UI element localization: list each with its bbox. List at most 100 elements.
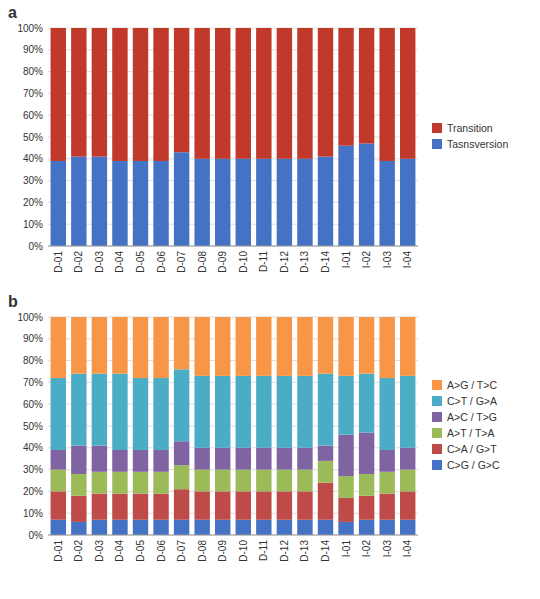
bar [236,491,251,519]
bar [215,448,230,470]
bar [379,28,394,161]
bar [256,448,271,470]
y-tick-label: 50% [23,132,43,143]
legend-swatch [432,380,442,390]
x-axis-line [48,535,418,536]
bar [256,159,271,246]
bar [256,317,271,376]
bar [359,144,374,246]
bar [51,470,66,492]
bar [194,159,209,246]
bar [236,317,251,376]
bar [338,476,353,498]
bar [112,494,127,520]
bar [51,378,66,450]
bar [71,522,86,535]
bar [256,376,271,448]
x-tick-label: D-08 [197,540,208,562]
x-tick-label: D-14 [320,251,331,273]
bar [379,317,394,378]
bar [71,446,86,474]
bar [256,28,271,159]
bar [277,448,292,470]
bar [359,520,374,535]
bar [338,146,353,246]
bar [71,496,86,522]
x-tick-label: D-02 [73,251,84,273]
bar [359,433,374,474]
legend-swatch [432,444,442,454]
bar [51,491,66,519]
bar [194,448,209,470]
legend-label: Transition [447,122,493,134]
bar [174,369,189,441]
grid-line [48,535,418,536]
bar [133,472,148,494]
x-tick-label: D-13 [299,540,310,562]
bar [153,28,168,161]
legend-swatch [432,412,442,422]
x-tick-label: D-11 [258,540,269,561]
bar [297,520,312,535]
bar [112,317,127,374]
bar [71,157,86,246]
x-tick-label: D-03 [94,251,105,273]
bar [297,448,312,470]
bar [194,317,209,376]
y-tick-label: 90% [23,333,43,344]
y-tick-label: 80% [23,66,43,77]
bar [133,161,148,246]
x-tick-label: D-14 [320,540,331,562]
y-tick-label: 100% [17,23,43,34]
bar [174,465,189,489]
legend: A>G / T>CC>T / G>AA>C / T>GA>T / T>AC>A … [432,379,500,471]
x-tick-label: D-03 [94,540,105,562]
bar [174,441,189,465]
bar [256,470,271,492]
bar [379,472,394,494]
x-tick-label: I-03 [382,251,393,269]
bar [400,470,415,492]
bar [153,161,168,246]
bar [92,494,107,520]
legend-label: C>A / G>T [447,443,497,455]
y-tick-label: 0% [29,530,44,541]
y-tick-label: 60% [23,110,43,121]
legend-swatch [432,123,442,133]
bar [256,491,271,519]
bar [277,470,292,492]
bars [51,317,416,535]
x-tick-label: D-09 [217,251,228,273]
bar [338,522,353,535]
x-tick-label: D-04 [114,251,125,273]
bar [133,317,148,378]
x-tick-label: I-03 [382,540,393,558]
bar [277,520,292,535]
x-tick-label: D-01 [53,251,64,273]
bar [92,520,107,535]
y-tick-label: 80% [23,355,43,366]
x-tick-label: I-01 [341,251,352,269]
bar [318,446,333,461]
bar [297,491,312,519]
bar [153,520,168,535]
bar [194,28,209,159]
bar [236,28,251,159]
bar [277,28,292,159]
bar [236,520,251,535]
bar [133,494,148,520]
bar [51,28,66,161]
bar [277,159,292,246]
x-tick-label: D-10 [238,251,249,273]
x-tick-label: D-13 [299,251,310,273]
bar [359,474,374,496]
bar [92,374,107,446]
y-tick-label: 60% [23,399,43,410]
x-tick-label: D-09 [217,540,228,562]
bar [256,520,271,535]
bar [112,472,127,494]
legend-swatch [432,139,442,149]
bar [277,317,292,376]
bar [112,450,127,472]
bar [338,376,353,435]
